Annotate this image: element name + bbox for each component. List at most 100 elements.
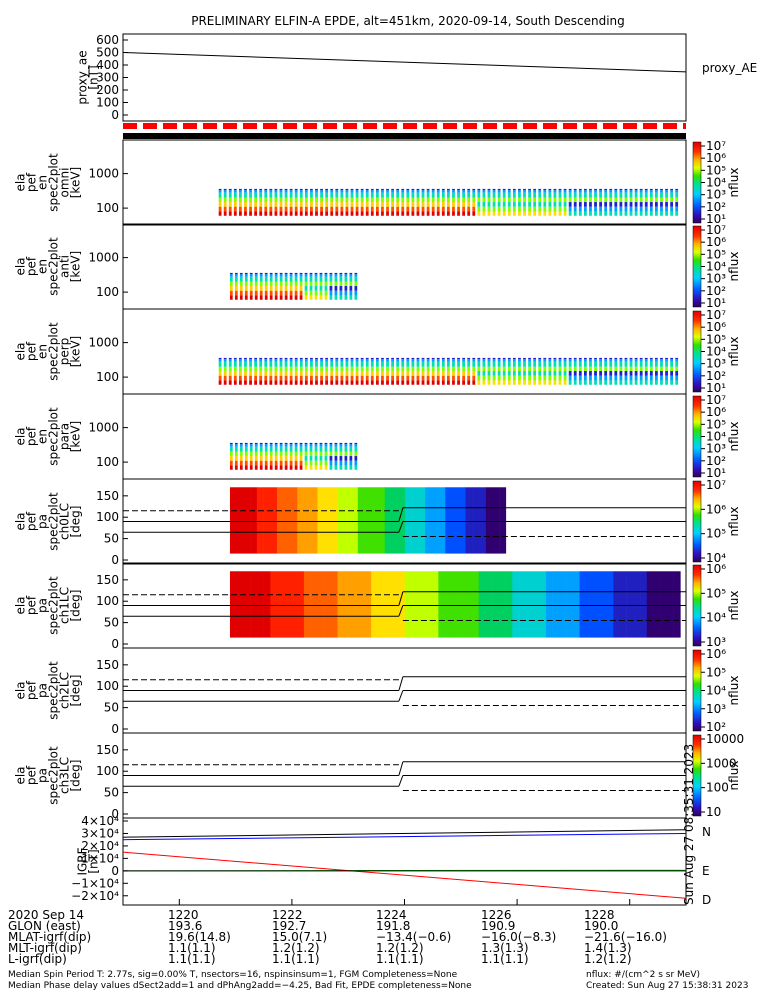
spectrogram-cell bbox=[339, 465, 343, 470]
spectrogram-cell bbox=[558, 206, 562, 212]
pa-bin bbox=[492, 487, 500, 554]
spectrogram-cell bbox=[274, 211, 278, 216]
spectrogram-cell bbox=[665, 211, 668, 216]
spectrogram-cell bbox=[249, 456, 253, 461]
spectrogram-cell bbox=[553, 190, 557, 193]
spectrogram-cell bbox=[472, 190, 476, 193]
pa-bin bbox=[545, 571, 553, 638]
spectrogram-cell bbox=[675, 366, 679, 372]
spectrogram-cell bbox=[512, 380, 516, 385]
spectrogram-cell bbox=[502, 371, 506, 376]
colorbar bbox=[692, 734, 702, 817]
spectrogram-cell bbox=[264, 286, 268, 291]
spectrogram-cell bbox=[553, 192, 557, 198]
pa-bin bbox=[566, 571, 574, 638]
spectrogram-cell bbox=[391, 206, 394, 212]
spectrogram-cell bbox=[634, 202, 638, 207]
spectrogram-cell bbox=[675, 371, 679, 376]
spectrogram-cell bbox=[568, 206, 572, 212]
spectrogram-cell bbox=[436, 197, 440, 203]
spectrogram-cell bbox=[507, 366, 511, 372]
spectrogram-cell bbox=[619, 190, 623, 193]
spectrogram-cell bbox=[334, 295, 338, 300]
colorbar-tick-label: 10⁵ bbox=[706, 332, 726, 346]
spectrogram-cell bbox=[334, 290, 338, 296]
loss-cone-line bbox=[398, 605, 404, 617]
spectrogram-cell bbox=[609, 366, 613, 372]
spectrogram-cell bbox=[365, 380, 369, 385]
spectrogram-cell bbox=[609, 211, 613, 216]
spectrogram-cell bbox=[274, 371, 278, 376]
spectrogram-cell bbox=[254, 211, 258, 216]
spectrogram-cell bbox=[391, 190, 394, 193]
spectrogram-cell bbox=[406, 366, 410, 372]
spectrogram-cell bbox=[325, 190, 329, 193]
spectrogram-cell bbox=[325, 206, 329, 212]
spectrogram-cell bbox=[299, 290, 303, 296]
spectrogram-cell bbox=[330, 357, 334, 360]
spectrogram-cell bbox=[223, 188, 227, 191]
spectrogram-cell bbox=[274, 366, 278, 372]
spectrogram-cell bbox=[523, 357, 526, 360]
spectrogram-cell bbox=[649, 371, 653, 376]
spectrogram-cell bbox=[675, 357, 679, 360]
spectrogram-cell bbox=[411, 359, 415, 362]
spectrogram-cell bbox=[639, 357, 643, 360]
spectrogram-cell bbox=[675, 380, 679, 385]
spectrogram-cell bbox=[325, 361, 329, 367]
spectrogram-cell bbox=[578, 361, 582, 367]
spectrogram-cell bbox=[274, 357, 278, 360]
spectrogram-cell bbox=[644, 206, 648, 212]
spectrogram-cell bbox=[655, 211, 658, 216]
spectrogram-cell bbox=[228, 371, 232, 376]
spectrogram-cell bbox=[218, 357, 222, 360]
spectrogram-cell bbox=[426, 375, 430, 381]
spectrogram-cell bbox=[426, 361, 430, 367]
colorbar-tick-label: 10³ bbox=[706, 635, 726, 649]
spectrogram-cell bbox=[289, 375, 293, 381]
spectrogram-cell bbox=[299, 197, 303, 203]
spectrogram-cell bbox=[639, 202, 643, 207]
spectrogram-cell bbox=[568, 197, 572, 203]
spectrogram-cell bbox=[239, 290, 243, 296]
spectrogram-cell bbox=[639, 188, 643, 191]
spectrogram-cell bbox=[487, 197, 491, 203]
spectrogram-cell bbox=[660, 211, 663, 216]
spectrogram-cell bbox=[310, 359, 313, 362]
spectrogram-cell bbox=[254, 380, 258, 385]
spectrogram-cell bbox=[416, 188, 420, 191]
spectrogram-cell bbox=[421, 211, 425, 216]
spectrogram-cell bbox=[447, 366, 450, 372]
spectrogram-cell bbox=[457, 366, 460, 372]
spectrogram-cell bbox=[436, 371, 440, 376]
spectrogram-cell bbox=[310, 366, 313, 372]
spectrogram-cell bbox=[447, 197, 450, 203]
spectrogram-cell bbox=[233, 359, 237, 362]
spectrogram-cell bbox=[350, 357, 354, 360]
spectrogram-cell bbox=[644, 357, 648, 360]
y-label-line: en bbox=[36, 344, 50, 359]
spectrogram-cell bbox=[518, 359, 521, 362]
spectrogram-cell bbox=[523, 359, 526, 362]
spectrogram-cell bbox=[329, 286, 333, 291]
spectrogram-cell bbox=[447, 357, 450, 360]
spectrogram-cell bbox=[344, 272, 348, 275]
spectrogram-cell bbox=[304, 272, 308, 275]
proxy-ae-legend: proxy_AE bbox=[702, 61, 757, 75]
spectrogram-cell bbox=[228, 197, 232, 203]
spectrogram-cell bbox=[239, 359, 242, 362]
spectrogram-cell bbox=[304, 375, 308, 381]
spectrogram-cell bbox=[528, 197, 531, 203]
spectrogram-cell bbox=[634, 375, 638, 381]
spectrogram-cell bbox=[548, 357, 552, 360]
spectrogram-cell bbox=[340, 380, 344, 385]
spectrogram-cell bbox=[538, 197, 542, 203]
spectrogram-cell bbox=[421, 371, 425, 376]
spectrogram-cell bbox=[310, 190, 313, 193]
spectrogram-cell bbox=[507, 371, 511, 376]
spectrogram-cell bbox=[340, 190, 344, 193]
spectrogram-cell bbox=[274, 295, 278, 300]
spectrogram-cell bbox=[294, 272, 298, 275]
spectrogram-cell bbox=[264, 380, 268, 385]
spectrogram-cell bbox=[375, 361, 379, 367]
